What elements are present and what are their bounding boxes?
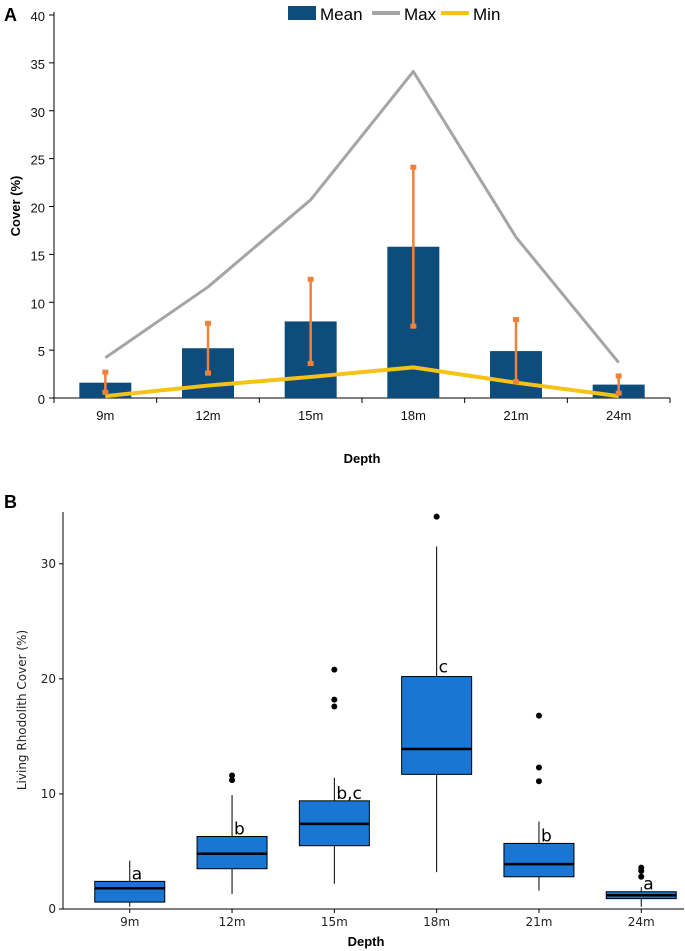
y-axis-title: Cover (%) <box>8 176 23 237</box>
y-tick-label: 25 <box>31 153 45 168</box>
group-letter: a <box>643 875 653 895</box>
group-letter: b,c <box>336 784 362 804</box>
group-letter: a <box>132 864 142 884</box>
y-tick-label: 5 <box>38 344 45 359</box>
x-tick-label: 12m <box>195 408 220 423</box>
outlier-point <box>331 666 338 673</box>
error-cap-low <box>615 390 622 396</box>
chart-b: 0 10 20 30 a 9m b 12m b,c 15m c 18m b 21m a 24m Depth Liv… <box>15 512 684 949</box>
legend-label-mean: Mean <box>320 5 363 24</box>
y-axis-title: Living Rhodolith Cover (%) <box>15 630 29 790</box>
x-tick-label: 24m <box>606 408 631 423</box>
y-tick-label: 30 <box>41 557 56 571</box>
group-letter: b <box>234 820 245 840</box>
outlier-point <box>535 712 542 719</box>
x-tick-label: 12m <box>219 915 246 929</box>
outlier-point <box>229 777 236 784</box>
y-tick-label: 0 <box>48 902 56 916</box>
group-letter: b <box>541 826 552 846</box>
group-letter: c <box>439 658 448 678</box>
box-iqr <box>401 676 473 775</box>
error-cap-low <box>410 323 417 329</box>
legend-swatch-mean <box>288 6 316 20</box>
chart-a: 0 5 10 15 20 25 30 35 40 9m 12m 15m 18m 21m 24m Depth Co… <box>8 5 671 466</box>
panel-b-label: B <box>4 492 17 512</box>
line-min <box>105 365 619 399</box>
error-cap-low <box>205 370 211 376</box>
outlier-point <box>433 513 440 520</box>
error-cap-high <box>307 276 314 282</box>
outlier-point <box>535 778 542 785</box>
y-tick-label: 10 <box>31 296 45 311</box>
panel-a-label: A <box>4 5 17 25</box>
outlier-point <box>638 873 645 880</box>
outlier-point <box>331 703 338 710</box>
legend-label-max: Max <box>404 5 437 24</box>
outlier-point <box>638 864 645 871</box>
x-tick-label: 18m <box>401 408 426 423</box>
error-cap-high <box>410 164 417 170</box>
error-cap-low <box>102 389 109 395</box>
x-tick-label: 21m <box>503 408 528 423</box>
x-tick-label: 24m <box>628 915 655 929</box>
error-cap-low <box>307 361 314 367</box>
x-tick-label: 9m <box>96 408 114 423</box>
y-tick-label: 15 <box>31 248 45 263</box>
y-tick-label: 0 <box>38 392 45 407</box>
x-tick-label: 18m <box>423 915 450 929</box>
legend-label-min: Min <box>473 5 500 24</box>
x-tick-label: 15m <box>321 915 348 929</box>
error-cap-high <box>615 373 622 379</box>
x-tick-label: 21m <box>525 915 552 929</box>
box-iqr <box>503 842 575 878</box>
y-tick-label: 40 <box>31 9 45 24</box>
y-tick-label: 35 <box>31 57 45 72</box>
y-tick-label: 30 <box>31 105 45 120</box>
error-cap-high <box>205 320 211 326</box>
box-iqr <box>94 880 166 903</box>
y-tick-label: 10 <box>41 787 56 801</box>
line-max <box>104 69 620 364</box>
y-tick-label: 20 <box>31 201 45 216</box>
error-cap-low <box>513 379 519 385</box>
outlier-point <box>535 764 542 771</box>
x-axis-title: Depth <box>344 451 381 466</box>
outlier-point <box>331 696 338 703</box>
x-tick-label: 9m <box>120 915 139 929</box>
x-tick-label: 15m <box>298 408 323 423</box>
error-cap-high <box>102 369 109 375</box>
y-tick-label: 20 <box>41 672 56 686</box>
outlier-point <box>229 772 236 779</box>
x-axis-title: Depth <box>348 934 385 949</box>
error-cap-high <box>513 316 519 322</box>
